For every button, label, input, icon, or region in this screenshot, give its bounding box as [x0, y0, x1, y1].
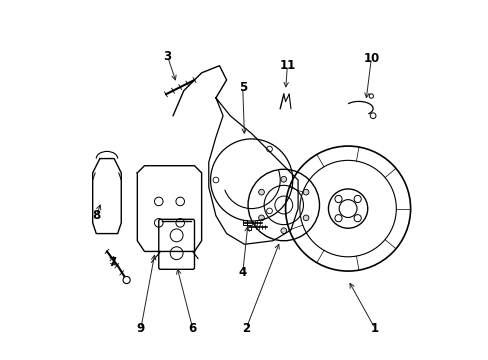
Circle shape	[123, 276, 130, 284]
Circle shape	[258, 189, 264, 195]
Text: 8: 8	[92, 209, 100, 222]
Circle shape	[339, 200, 356, 217]
Text: 4: 4	[238, 266, 246, 279]
Circle shape	[258, 215, 264, 221]
Circle shape	[281, 176, 286, 182]
Circle shape	[281, 228, 286, 234]
Bar	[242, 220, 246, 225]
Text: 6: 6	[188, 322, 197, 335]
Text: 1: 1	[370, 322, 378, 335]
Text: 3: 3	[163, 50, 171, 63]
Text: 7: 7	[108, 256, 116, 269]
Text: 2: 2	[242, 322, 250, 335]
Text: 5: 5	[238, 81, 246, 94]
Text: 9: 9	[137, 322, 145, 335]
Text: 11: 11	[279, 59, 295, 72]
Circle shape	[303, 189, 308, 195]
Bar	[246, 225, 251, 230]
Text: 10: 10	[363, 52, 379, 65]
Circle shape	[303, 215, 308, 221]
